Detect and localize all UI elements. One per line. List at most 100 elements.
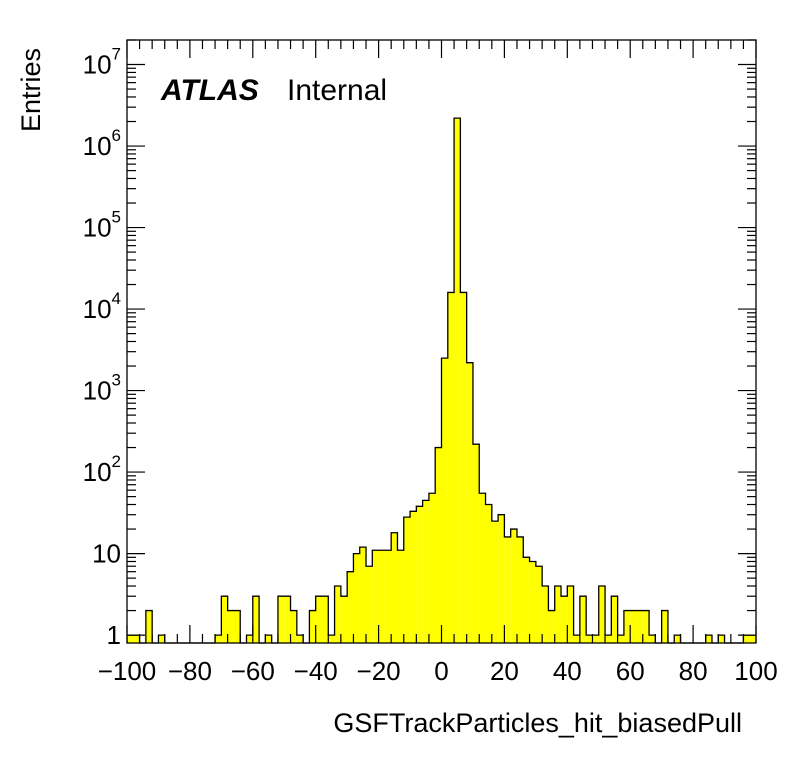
histogram-bar: [410, 511, 417, 643]
y-tick-label: 106: [83, 126, 121, 161]
x-axis-title: GSFTrackParticles_hit_biasedPull: [333, 708, 742, 738]
histogram-bar: [466, 362, 473, 643]
plot-frame: [126, 39, 757, 644]
x-tick-label: −40: [294, 656, 338, 686]
histogram-bar: [277, 596, 285, 643]
histogram-bar: [567, 586, 574, 643]
histogram-bar: [491, 521, 499, 643]
histogram-bar: [529, 561, 536, 643]
histogram-bar: [510, 529, 517, 643]
y-tick-label: 102: [83, 452, 121, 487]
histogram-bar: [397, 550, 404, 643]
histogram-bar: [649, 635, 656, 643]
x-tick-label: 40: [553, 656, 582, 686]
histogram-bar: [372, 550, 379, 643]
histogram-bar: [284, 596, 291, 643]
histogram-bar: [366, 566, 373, 643]
histogram-bar: [498, 514, 505, 643]
x-tick-label: −80: [168, 656, 212, 686]
histogram-bar: [516, 536, 524, 643]
y-tick-label: 10: [92, 539, 121, 569]
histogram-bar: [636, 610, 643, 643]
histogram-bar: [315, 596, 322, 643]
atlas-label: ATLAS: [160, 74, 259, 107]
histogram-bar: [573, 635, 580, 643]
histogram-bar: [642, 610, 650, 643]
y-tick-label: 1: [107, 620, 121, 650]
histogram-bar: [535, 566, 543, 643]
histogram-bar: [548, 610, 555, 643]
x-tick-label: 20: [490, 656, 519, 686]
x-tick-labels: −100 −80 −60 −40 −20 0 20 40 60 80 100: [98, 656, 778, 686]
histogram-bar: [384, 550, 392, 643]
histogram-outline: [127, 117, 756, 644]
axis-ticks: [126, 39, 757, 643]
histogram-bar: [598, 586, 606, 643]
histogram-bars: [127, 118, 756, 643]
histogram-bar: [504, 536, 511, 643]
x-tick-label: 80: [679, 656, 708, 686]
histogram-bar: [523, 557, 530, 643]
histogram-bar: [743, 635, 750, 643]
histogram-bar: [592, 635, 599, 643]
y-tick-label: 104: [83, 289, 121, 324]
histogram-bar: [127, 635, 134, 643]
histogram-bar: [542, 586, 549, 643]
histogram-bar: [422, 500, 429, 643]
histogram-bar: [290, 610, 297, 643]
histogram-bar: [252, 596, 260, 643]
x-tick-label: 100: [734, 656, 777, 686]
histogram-bar: [416, 506, 423, 643]
histogram-bar: [391, 532, 398, 643]
histogram-bar: [347, 571, 354, 643]
histogram-bar: [403, 517, 411, 643]
histogram-bar: [561, 596, 568, 643]
histogram-bar: [441, 358, 448, 643]
y-axis-title: Entries: [16, 48, 46, 132]
x-tick-label: −100: [98, 656, 157, 686]
histogram-bar: [749, 635, 756, 643]
histogram-bar: [133, 635, 140, 643]
x-tick-label: −60: [231, 656, 275, 686]
x-tick-label: 0: [434, 656, 448, 686]
histogram-bar: [661, 610, 668, 643]
histogram-bar: [378, 550, 385, 643]
histogram-bar: [623, 610, 631, 643]
status-label: Internal: [287, 74, 387, 107]
y-tick-label: 105: [83, 208, 121, 243]
histogram-bar: [617, 635, 624, 643]
histogram-bar: [718, 635, 725, 643]
histogram-bar: [158, 635, 165, 643]
y-tick-labels: 1 10 102 103 104 105 106 107: [83, 45, 121, 651]
histogram-bar: [611, 596, 618, 643]
histogram-bar: [340, 596, 348, 643]
y-tick-label: 107: [83, 45, 121, 80]
histogram-bar: [630, 610, 637, 643]
histogram-bar: [215, 635, 222, 643]
histogram-bar: [321, 596, 329, 643]
histogram-bar: [605, 635, 612, 643]
histogram-bar: [353, 553, 360, 643]
histogram-bar: [579, 596, 587, 643]
histogram-bar: [359, 547, 367, 643]
histogram-bar: [265, 635, 272, 643]
histogram-bar: [705, 635, 712, 643]
histogram-bar: [435, 447, 442, 643]
histogram-bar: [309, 610, 316, 643]
histogram-bar: [447, 292, 455, 643]
histogram-bar: [454, 118, 461, 643]
histogram-bar: [227, 610, 234, 643]
histogram-bar: [479, 493, 486, 643]
histogram-bar: [221, 596, 228, 643]
histogram-bar: [296, 635, 304, 643]
histogram-bar: [554, 586, 562, 643]
histogram-bar: [428, 493, 436, 643]
histogram-bar: [145, 610, 153, 643]
histogram-bar: [246, 635, 253, 643]
x-tick-label: −20: [357, 656, 401, 686]
histogram-bar: [485, 504, 492, 643]
histogram-bar: [586, 635, 593, 643]
y-tick-label: 103: [83, 371, 121, 406]
histogram-bar: [328, 635, 335, 643]
